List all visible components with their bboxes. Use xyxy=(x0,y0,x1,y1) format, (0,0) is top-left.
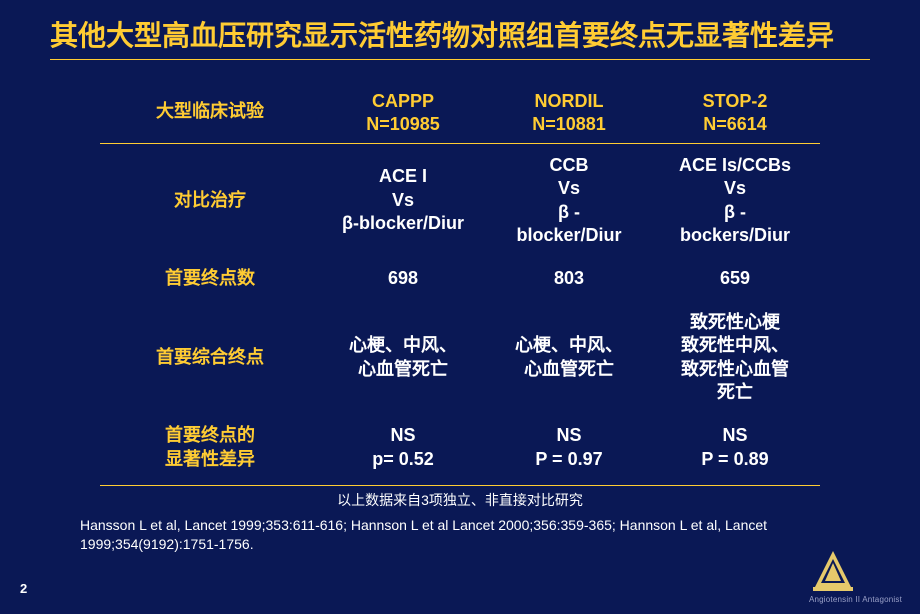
cell: 698 xyxy=(320,267,486,290)
table-row: 对比治疗 ACE I Vs β-blocker/Diur CCB Vs β - … xyxy=(100,144,820,258)
cell: CCB Vs β - blocker/Diur xyxy=(486,154,652,248)
cell: NS p= 0.52 xyxy=(320,424,486,471)
cell: 心梗、中风、 心血管死亡 xyxy=(320,334,486,381)
col-name: STOP-2 xyxy=(652,90,818,113)
col-name: CAPPP xyxy=(320,90,486,113)
cell: 致死性心梗 致死性中风、 致死性心血管 死亡 xyxy=(652,311,818,405)
table-header-cappp: CAPPP N=10985 xyxy=(320,90,486,137)
cell: NS P = 0.97 xyxy=(486,424,652,471)
table-header-nordil: NORDIL N=10881 xyxy=(486,90,652,137)
comparison-table: 大型临床试验 CAPPP N=10985 NORDIL N=10881 STOP… xyxy=(100,90,820,481)
table-header-label: 大型临床试验 xyxy=(100,90,320,137)
logo-icon: Angiotensin II Antagonist xyxy=(809,551,902,604)
cell: NS P = 0.89 xyxy=(652,424,818,471)
page-number: 2 xyxy=(20,581,27,596)
row-label: 首要终点数 xyxy=(100,267,320,290)
col-n: N=10985 xyxy=(320,113,486,136)
table-bottom-rule xyxy=(100,485,820,486)
table-row: 首要终点数 698 803 659 xyxy=(100,257,820,300)
footnote: 以上数据来自3项独立、非直接对比研究 xyxy=(0,490,920,510)
row-label: 对比治疗 xyxy=(100,189,320,212)
row-label: 首要综合终点 xyxy=(100,346,320,369)
col-name: NORDIL xyxy=(486,90,652,113)
cell: 659 xyxy=(652,267,818,290)
table-header-row: 大型临床试验 CAPPP N=10985 NORDIL N=10881 STOP… xyxy=(100,90,820,144)
cell: 心梗、中风、 心血管死亡 xyxy=(486,334,652,381)
cell: ACE I Vs β-blocker/Diur xyxy=(320,165,486,235)
citation: Hansson L et al, Lancet 1999;353:611-616… xyxy=(0,510,920,554)
slide-title: 其他大型高血压研究显示活性药物对照组首要终点无显著性差异 xyxy=(50,18,870,53)
cell: ACE Is/CCBs Vs β - bockers/Diur xyxy=(652,154,818,248)
cell: 803 xyxy=(486,267,652,290)
row-label: 首要终点的 显著性差异 xyxy=(100,424,320,471)
table-row: 首要终点的 显著性差异 NS p= 0.52 NS P = 0.97 NS P … xyxy=(100,414,820,481)
col-n: N=10881 xyxy=(486,113,652,136)
table-header-stop2: STOP-2 N=6614 xyxy=(652,90,818,137)
table-row: 首要综合终点 心梗、中风、 心血管死亡 心梗、中风、 心血管死亡 致死性心梗 致… xyxy=(100,301,820,415)
col-n: N=6614 xyxy=(652,113,818,136)
title-rule xyxy=(50,59,870,60)
logo-subtitle: Angiotensin II Antagonist xyxy=(809,595,902,604)
